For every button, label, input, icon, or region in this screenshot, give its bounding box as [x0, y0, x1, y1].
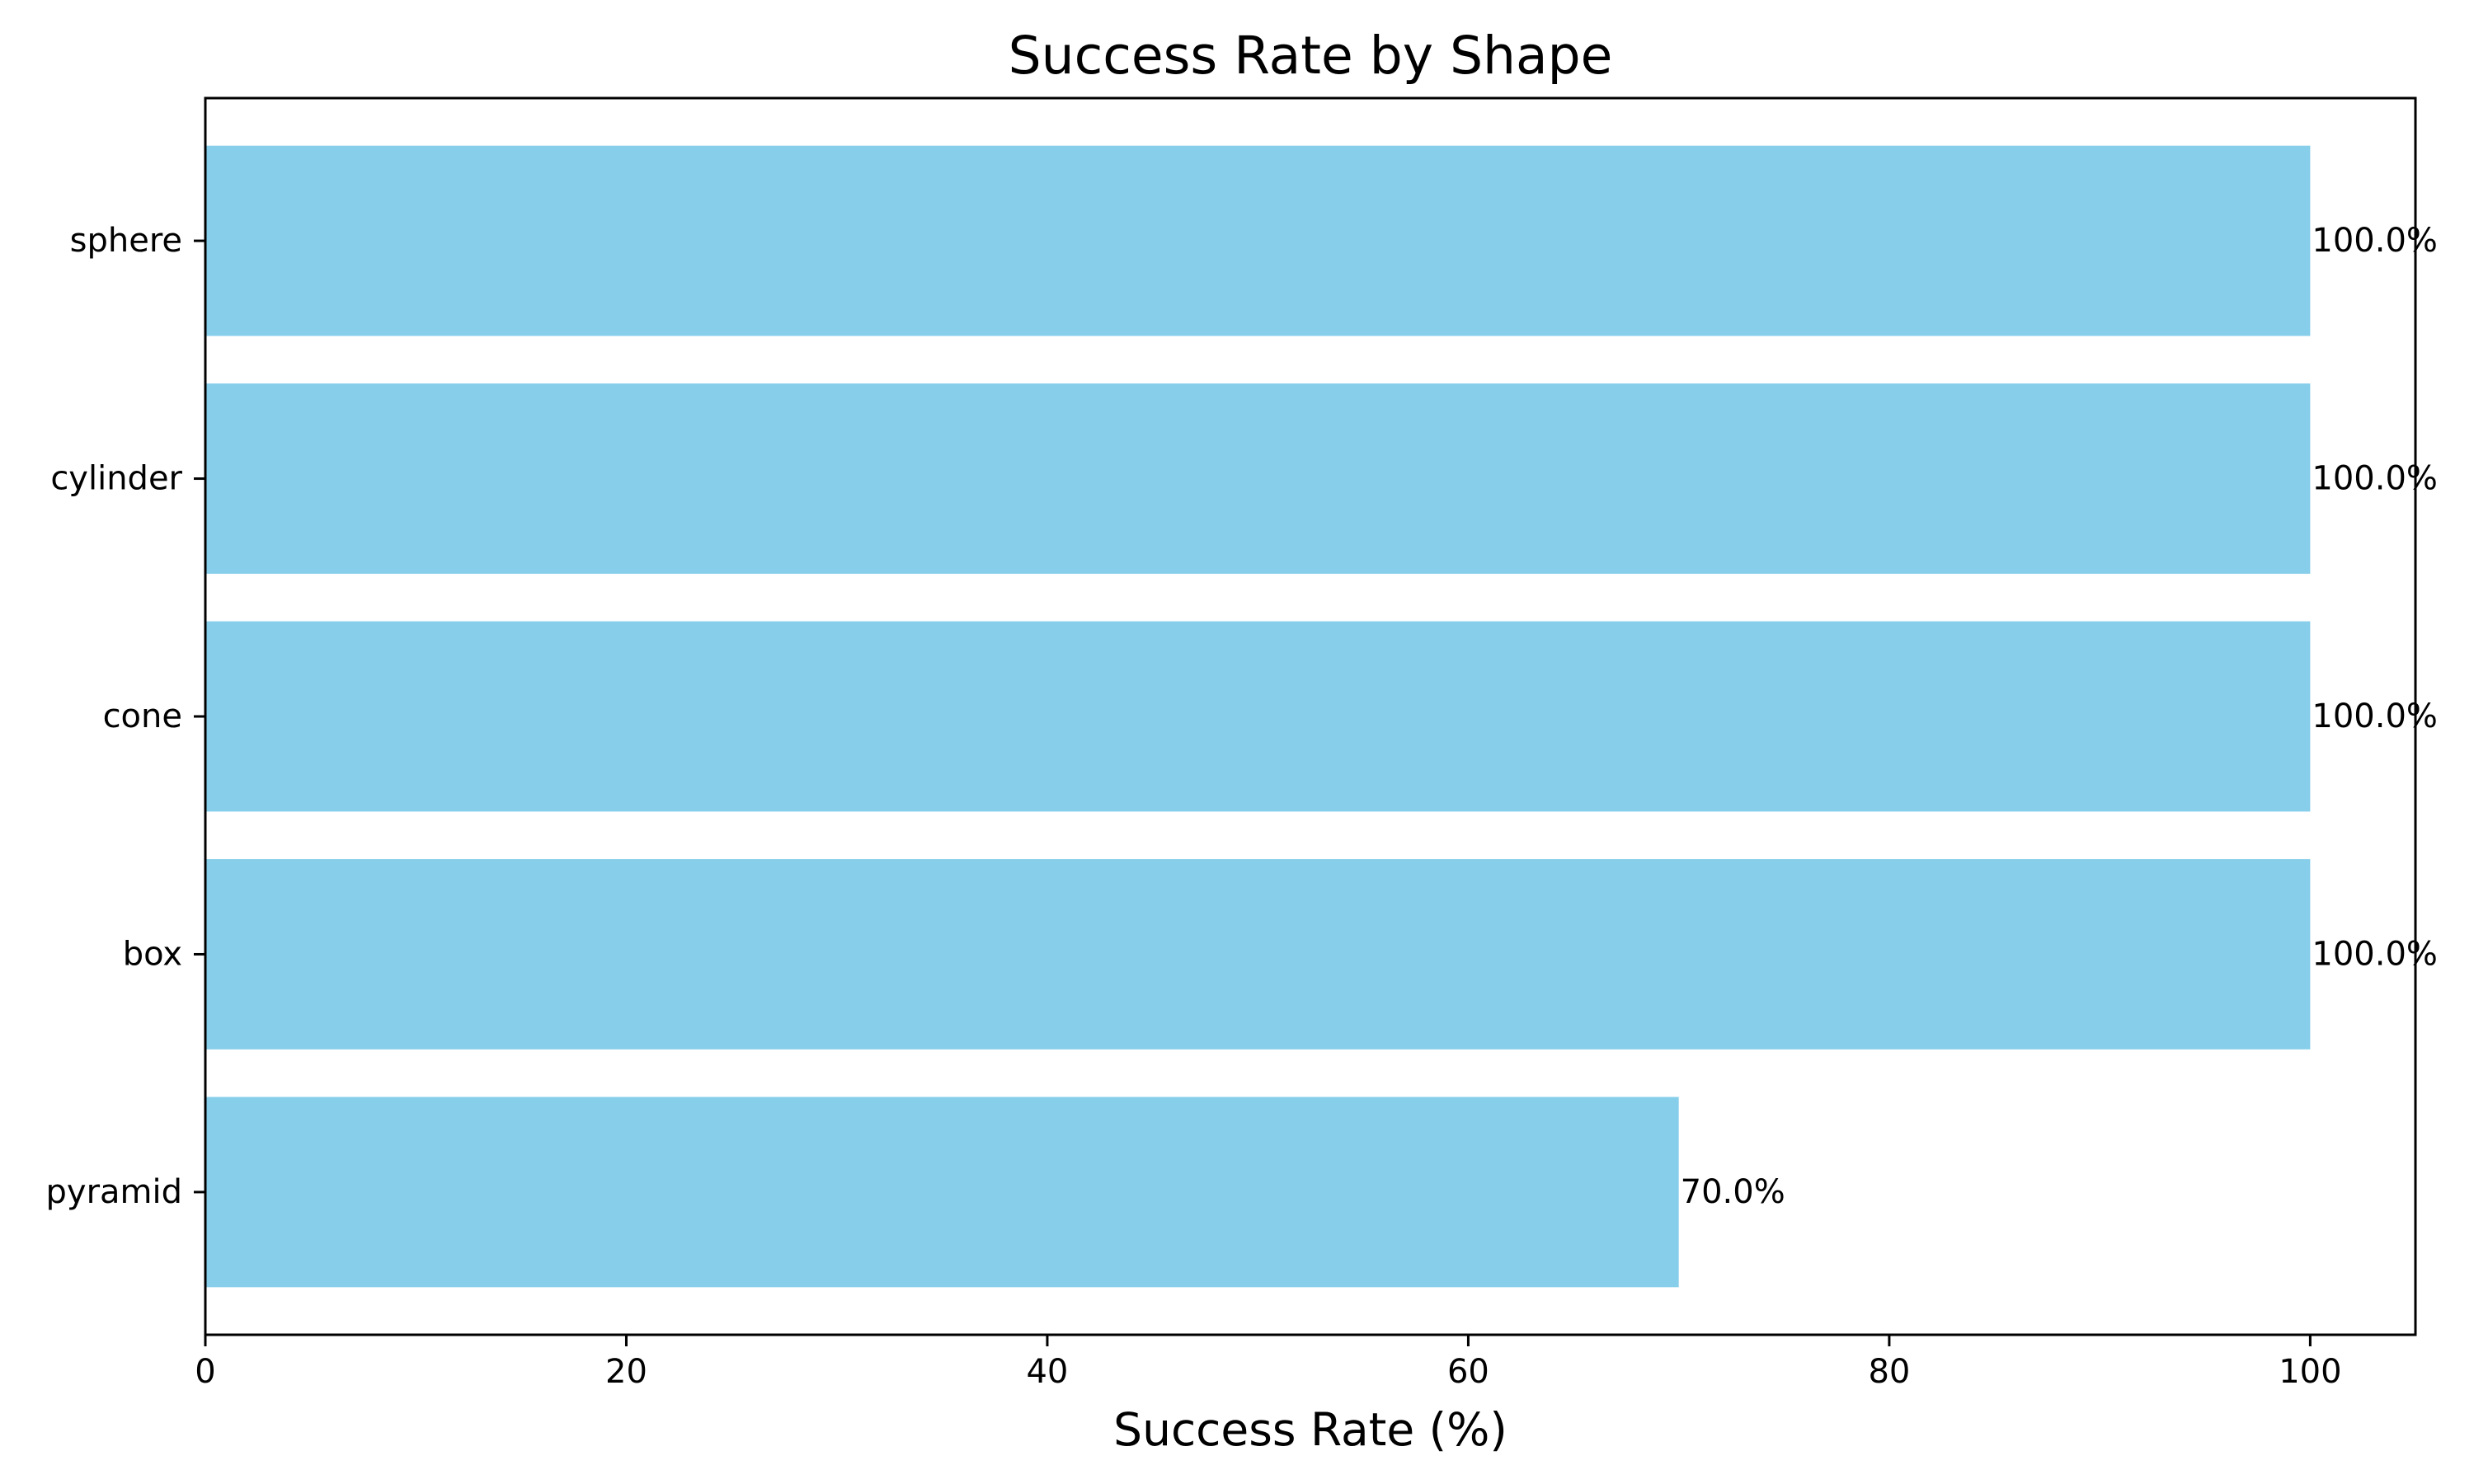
value-label-cone: 100.0% — [2312, 697, 2438, 735]
y-tick-label-box: box — [123, 935, 182, 973]
y-tick-label-pyramid: pyramid — [46, 1173, 183, 1211]
bars-group — [205, 145, 2311, 1288]
y-tick-label-cone: cone — [103, 697, 182, 735]
bar-cylinder — [205, 383, 2311, 574]
y-tick-label-cylinder: cylinder — [50, 460, 182, 498]
plot-frame — [204, 96, 2417, 1336]
bar-box — [205, 859, 2311, 1050]
bar-sphere — [205, 145, 2311, 336]
bar-cone — [205, 621, 2311, 812]
x-tick-label-80: 80 — [1868, 1353, 1910, 1391]
x-tick-label-100: 100 — [2279, 1353, 2341, 1391]
x-tick-label-60: 60 — [1447, 1353, 1489, 1391]
value-label-sphere: 100.0% — [2312, 222, 2438, 260]
bar-pyramid — [205, 1097, 1679, 1288]
x-tick-label-40: 40 — [1026, 1353, 1068, 1391]
x-tick-label-20: 20 — [605, 1353, 647, 1391]
x-axis-ticks: 0 20 40 60 80 100 — [195, 1335, 2342, 1391]
value-label-pyramid: 70.0% — [1681, 1173, 1785, 1211]
x-tick-label-0: 0 — [195, 1353, 215, 1391]
value-label-box: 100.0% — [2312, 935, 2438, 973]
y-axis-ticks: pyramid box cone cylinder sphere — [46, 222, 205, 1211]
value-label-cylinder: 100.0% — [2312, 460, 2438, 498]
x-axis-label: Success Rate (%) — [1113, 1403, 1507, 1456]
chart-title: Success Rate by Shape — [1009, 26, 1613, 86]
y-tick-label-sphere: sphere — [70, 222, 182, 260]
